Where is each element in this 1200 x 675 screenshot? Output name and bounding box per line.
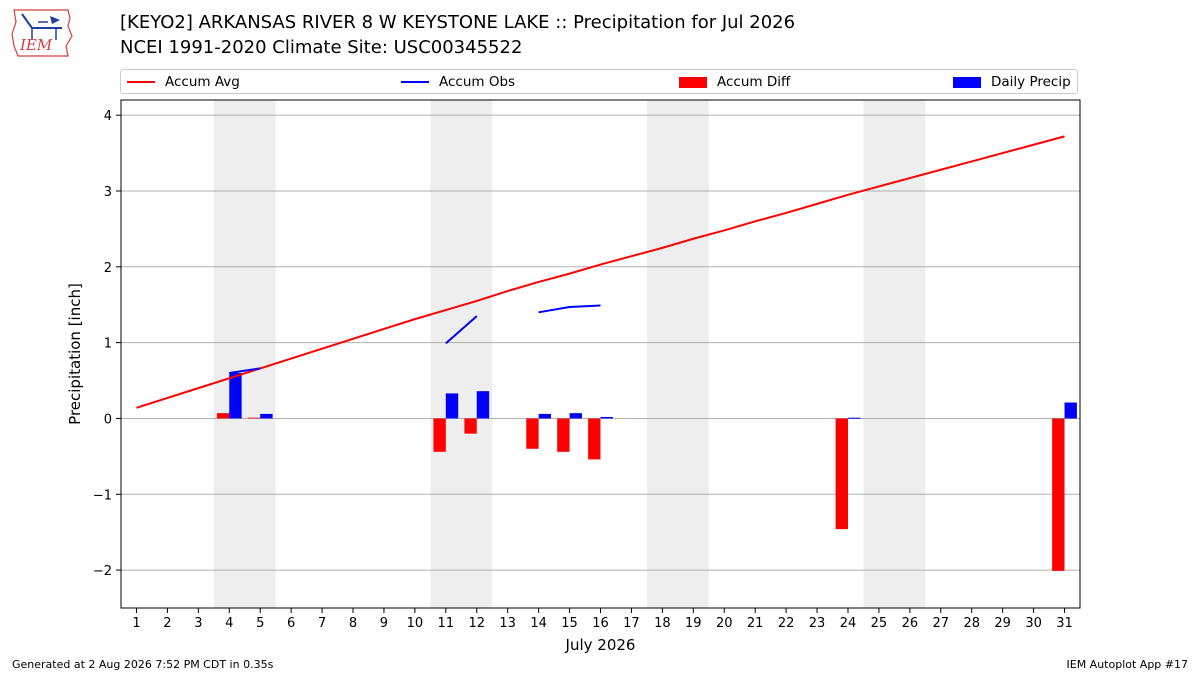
x-tick-label-29: 29 — [994, 616, 1011, 631]
y-tick-label: 3 — [104, 185, 112, 200]
x-tick-label-24: 24 — [840, 616, 857, 631]
x-tick-label-30: 30 — [1025, 616, 1042, 631]
x-axis-label: July 2026 — [565, 636, 636, 654]
precip-bar-day-12 — [476, 391, 490, 419]
footer-generated-text: Generated at 2 Aug 2026 7:52 PM CDT in 0… — [12, 658, 274, 671]
legend-item-daily-precip: Daily Precip — [953, 73, 1071, 91]
precip-bar-day-24 — [847, 417, 861, 419]
y-tick-label: −1 — [93, 488, 112, 503]
diff-bar-day-12 — [464, 418, 477, 434]
logo-text: IEM — [19, 36, 53, 54]
x-tick-label-10: 10 — [407, 616, 424, 631]
diff-bar-day-4 — [216, 413, 230, 419]
x-tick-label-1: 1 — [132, 616, 140, 631]
weekend-shade-3 — [646, 100, 709, 608]
y-tick-label: 0 — [104, 412, 112, 427]
x-tick-label-22: 22 — [778, 616, 795, 631]
legend-label-accum-diff: Accum Diff — [717, 74, 791, 90]
legend-swatch-accum-obs — [401, 81, 429, 83]
x-tick-label-25: 25 — [871, 616, 888, 631]
precip-bar-day-15 — [569, 413, 582, 419]
iem-logo: IEM — [8, 6, 74, 60]
chart-title: [KEYO2] ARKANSAS RIVER 8 W KEYSTONE LAKE… — [120, 12, 796, 33]
diff-bar-day-15 — [557, 418, 570, 452]
precip-bar-day-4 — [229, 372, 242, 419]
x-tick-label-15: 15 — [561, 616, 578, 631]
diff-bar-day-24 — [835, 418, 848, 530]
x-tick-label-7: 7 — [318, 616, 326, 631]
weekend-shade-1 — [213, 100, 276, 608]
accum-obs-line-1 — [229, 367, 261, 374]
legend-swatch-accum-avg — [127, 81, 155, 83]
weekend-shade-2 — [430, 100, 493, 608]
legend-item-accum-obs: Accum Obs — [401, 73, 515, 91]
plot-area — [121, 100, 1080, 608]
y-tick-label: 2 — [104, 261, 112, 276]
precip-bar-day-31 — [1064, 402, 1077, 419]
accum-avg-line — [136, 135, 1065, 409]
legend-item-accum-diff: Accum Diff — [679, 73, 790, 91]
legend-item-accum-avg: Accum Avg — [127, 73, 240, 91]
accum-obs-line-2 — [445, 315, 478, 345]
diff-bar-day-11 — [433, 418, 446, 452]
y-tick-label: 4 — [104, 109, 112, 124]
x-tick-label-2: 2 — [163, 616, 171, 631]
x-tick-label-8: 8 — [349, 616, 357, 631]
x-tick-label-9: 9 — [380, 616, 388, 631]
x-tick-label-14: 14 — [530, 616, 547, 631]
y-tick-label: −2 — [93, 564, 112, 579]
x-tick-label-26: 26 — [902, 616, 919, 631]
x-tick-label-17: 17 — [623, 616, 640, 631]
x-tick-label-28: 28 — [963, 616, 980, 631]
x-tick-label-21: 21 — [747, 616, 764, 631]
x-tick-label-12: 12 — [468, 616, 485, 631]
x-tick-label-19: 19 — [685, 616, 702, 631]
x-tick-label-4: 4 — [225, 616, 233, 631]
precip-bar-day-5 — [260, 413, 273, 419]
legend-swatch-daily-precip — [953, 76, 981, 88]
legend: Accum Avg Accum Obs Accum Diff Daily Pre… — [120, 69, 1078, 94]
legend-swatch-accum-diff — [679, 76, 707, 88]
x-tick-label-11: 11 — [438, 616, 455, 631]
precip-bar-day-11 — [445, 393, 459, 419]
x-tick-label-5: 5 — [256, 616, 264, 631]
legend-label-accum-avg: Accum Avg — [165, 74, 240, 90]
precip-bar-day-16 — [600, 416, 613, 419]
legend-label-accum-obs: Accum Obs — [439, 74, 516, 90]
diff-bar-day-14 — [526, 418, 539, 449]
chart-subtitle: NCEI 1991-2020 Climate Site: USC00345522 — [120, 37, 523, 58]
footer-app-text: IEM Autoplot App #17 — [1066, 658, 1189, 671]
diff-bar-day-5 — [247, 417, 261, 419]
x-tick-label-18: 18 — [654, 616, 671, 631]
x-tick-label-3: 3 — [194, 616, 202, 631]
legend-label-daily-precip: Daily Precip — [991, 74, 1071, 90]
x-tick-label-23: 23 — [809, 616, 826, 631]
weekend-shade-4 — [863, 100, 926, 608]
diff-bar-day-16 — [588, 418, 601, 460]
x-tick-label-13: 13 — [499, 616, 516, 631]
x-tick-label-27: 27 — [933, 616, 950, 631]
y-axis-label: Precipitation [inch] — [66, 283, 84, 425]
y-tick-label: 1 — [104, 337, 112, 352]
precip-bar-day-14 — [538, 413, 552, 419]
accum-obs-line-3 — [538, 304, 601, 314]
x-tick-label-16: 16 — [592, 616, 609, 631]
x-tick-label-31: 31 — [1056, 616, 1073, 631]
diff-bar-day-31 — [1052, 418, 1065, 571]
x-tick-label-6: 6 — [287, 616, 295, 631]
x-tick-label-20: 20 — [716, 616, 733, 631]
